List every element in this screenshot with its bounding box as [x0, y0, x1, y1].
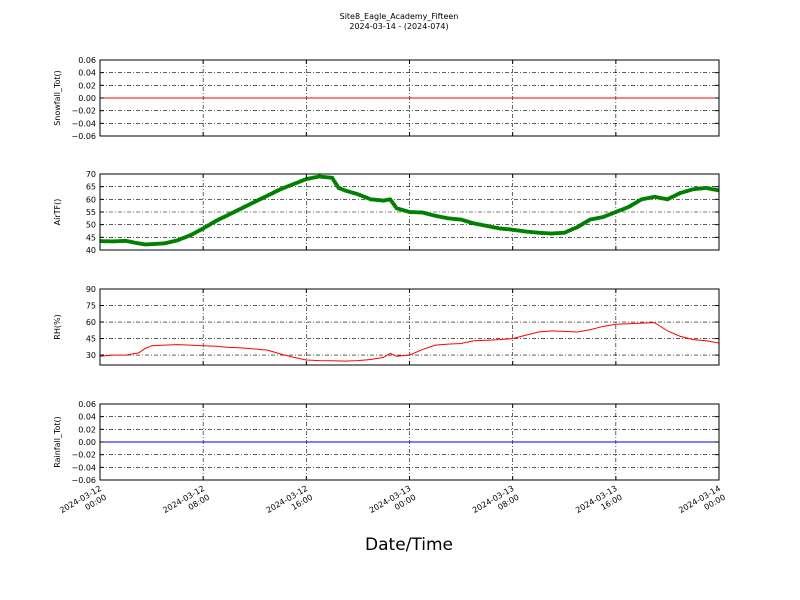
panel-air-temperature: 40 45 50 55 60 65 70 AirTF(): [53, 170, 720, 255]
y-tick-label: 45: [86, 335, 96, 344]
y-tick-label: −0.04: [71, 463, 96, 472]
y-tick-label: −0.02: [71, 451, 96, 460]
y-axis-label: Rainfall_Tot(): [53, 416, 62, 468]
y-tick-label: −0.04: [71, 119, 96, 128]
y-tick-label: 0.02: [78, 425, 96, 434]
chart-panels: −0.06 −0.04 −0.02 0.00 0.02 0.04 0.06 Snowfall_…: [53, 56, 720, 485]
figure-title: Site8_Eagle_Academy_Fifteen: [340, 12, 459, 21]
y-tick-label: 0.00: [78, 94, 96, 103]
y-tick-label: 60: [86, 195, 96, 204]
panel-rainfall: −0.06 −0.04 −0.02 0.00 0.02 0.04 0.06 Rainfall_…: [53, 400, 720, 485]
y-axis-label: RH(%): [53, 314, 62, 339]
y-tick-label: 60: [86, 318, 96, 327]
series-relative-humidity: [100, 322, 719, 362]
x-axis-label: Date/Time: [365, 535, 453, 555]
y-tick-label: 30: [86, 351, 96, 360]
panel-snowfall: −0.06 −0.04 −0.02 0.00 0.02 0.04 0.06 Snowfall_…: [53, 56, 720, 141]
y-axis-label: AirTF(): [53, 199, 62, 226]
y-tick-label: 0.02: [78, 81, 96, 90]
panel-relative-humidity: 30 45 60 75 90 RH(%): [53, 285, 720, 366]
y-tick-label: −0.06: [71, 132, 96, 141]
y-tick-label: 65: [86, 183, 96, 192]
y-tick-label: 75: [86, 302, 96, 311]
y-tick-label: 50: [86, 221, 96, 230]
y-tick-label: 0.04: [78, 413, 96, 422]
y-tick-label: 0.04: [78, 69, 96, 78]
y-tick-label: −0.02: [71, 107, 96, 116]
y-tick-label: 90: [86, 285, 96, 294]
y-tick-label: −0.06: [71, 476, 96, 485]
y-tick-label: 40: [86, 246, 96, 255]
series-air-temperature: [100, 174, 719, 247]
series-line: [100, 322, 719, 362]
y-tick-label: 55: [86, 208, 96, 217]
y-axis-label: Snowfall_Tot(): [53, 70, 62, 126]
y-tick-label: 0.06: [78, 400, 96, 409]
y-tick-label: 0.06: [78, 56, 96, 65]
y-tick-label: 70: [86, 170, 96, 179]
y-tick-label: 0.00: [78, 438, 96, 447]
y-tick-label: 45: [86, 233, 96, 242]
figure-subtitle: 2024-03-14 - (2024-074): [349, 22, 448, 31]
